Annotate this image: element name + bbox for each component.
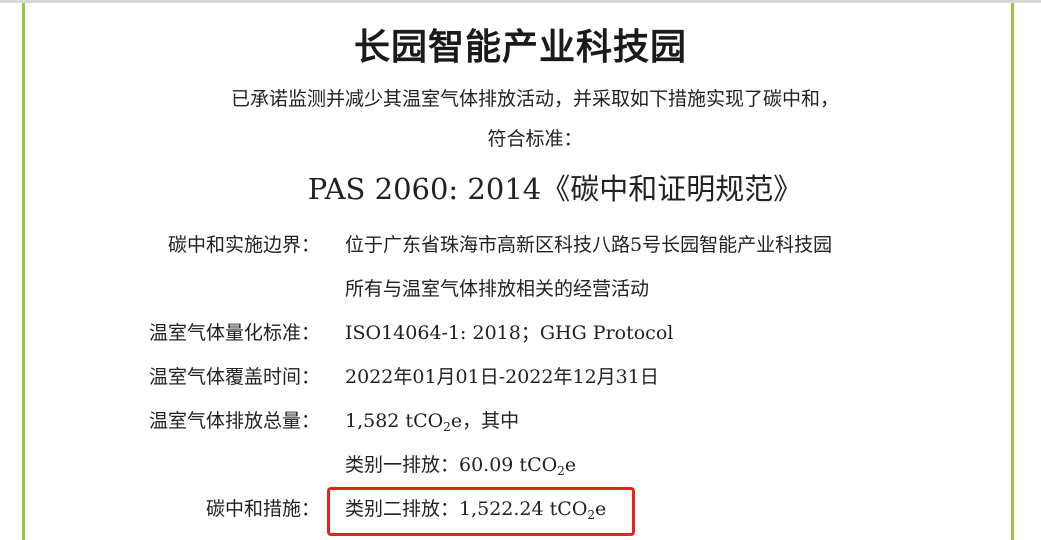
certificate-title: 长园智能产业科技园: [353, 27, 687, 68]
left-border: [22, 3, 25, 540]
total-label: 温室气体排放总量：: [148, 410, 320, 432]
scope1-value: 类别一排放：60.09 tCO2e: [345, 454, 577, 478]
period-value: 2022年01月01日-2022年12月31日: [345, 366, 659, 388]
quant-standard-value: ISO14064-1: 2018；GHG Protocol: [345, 322, 674, 344]
statement-line-2: 符合标准：: [487, 128, 583, 150]
boundary-value: 位于广东省珠海市高新区科技八路5号长园智能产业科技园: [345, 234, 833, 256]
standard-name: PAS 2060: 2014《碳中和证明规范》: [307, 172, 803, 206]
quant-standard-label: 温室气体量化标准：: [148, 322, 320, 344]
period-label: 温室气体覆盖时间：: [148, 366, 320, 388]
measures-label: 碳中和措施：: [205, 498, 320, 520]
statement-line-1: 已承诺监测并减少其温室气体排放活动，并采取如下措施实现了碳中和，: [230, 88, 839, 110]
top-bar: [0, 0, 1041, 3]
right-border: [1011, 3, 1014, 540]
scope2-value: 类别二排放：1,522.24 tCO2e: [345, 498, 607, 522]
highlight-box: [327, 487, 635, 536]
total-value: 1,582 tCO2e，其中: [345, 410, 520, 434]
boundary-label: 碳中和实施边界：: [167, 234, 320, 256]
boundary-value-2: 所有与温室气体排放相关的经营活动: [345, 278, 650, 300]
